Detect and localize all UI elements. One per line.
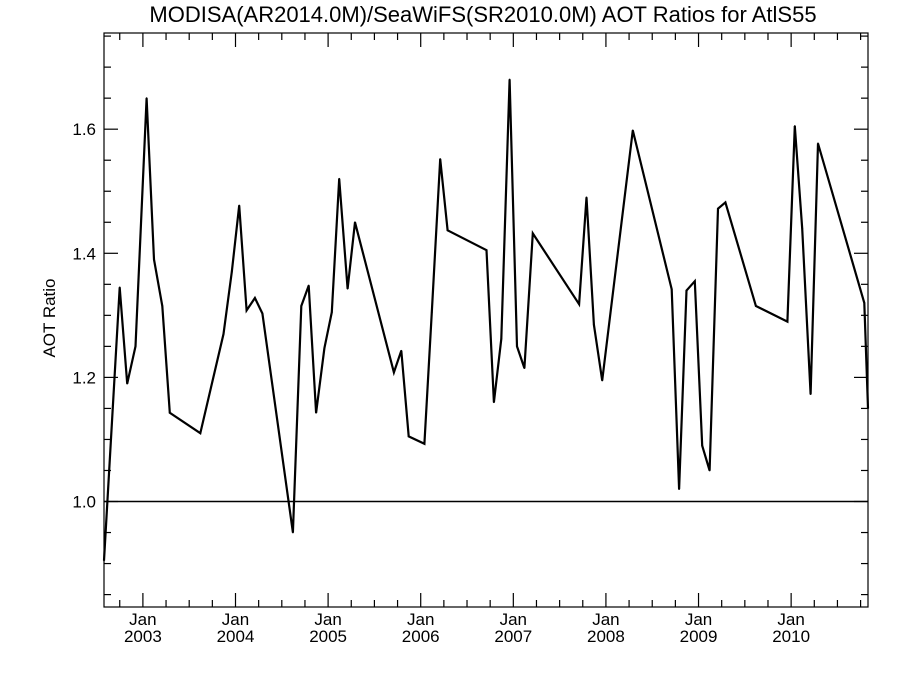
data-point [168,411,171,414]
data-point [354,221,356,224]
x-tick-year: 2006 [402,627,440,646]
y-tick-label: 1.0 [72,493,96,512]
data-point [407,435,410,438]
x-tick-year: 2003 [124,627,162,646]
data-point [523,367,526,369]
data-point [145,97,148,100]
data-point [315,411,317,414]
data-point [430,311,433,314]
data-point [685,289,688,292]
data-point [793,125,796,127]
data-point [724,201,727,204]
data-point [500,338,503,340]
data-point [601,379,604,382]
data-point [446,229,449,232]
data-point [717,207,719,210]
data-point [323,347,326,350]
x-tick-month: Jan [222,610,249,629]
data-point [261,312,264,315]
y-axis-label: AOT Ratio [40,278,59,357]
x-tick-year: 2010 [772,627,810,646]
data-point [693,280,696,283]
data-point [330,311,333,314]
y-tick-label: 1.6 [72,120,96,139]
x-tick-month: Jan [500,610,527,629]
x-tick-month: Jan [592,610,619,629]
data-point [230,271,233,273]
data-point [307,284,310,287]
data-point [153,258,155,261]
y-tick-label: 1.4 [72,244,96,263]
x-tick-month: Jan [777,610,804,629]
data-point [222,333,225,335]
data-point [254,297,256,299]
data-point [300,305,303,307]
x-tick-year: 2005 [309,627,347,646]
data-point [238,204,241,207]
data-point [292,531,294,534]
x-tick-month: Jan [314,610,341,629]
data-point [863,302,866,304]
data-point [531,232,534,235]
data-point [118,286,121,289]
data-point [592,323,595,326]
data-point [392,371,395,374]
data-point [338,177,341,180]
data-point [126,382,129,385]
data-point [701,444,704,447]
data-points [103,78,869,562]
y-axis-ticks: 1.0 1.2 1.4 1.6 [72,35,868,596]
data-point [245,309,248,312]
x-tick-month: Jan [129,610,156,629]
x-tick-year: 2004 [217,627,255,646]
data-point [439,158,442,160]
data-point [708,469,711,472]
data-point [485,249,488,252]
data-point [867,407,869,410]
data-point [423,442,426,445]
x-tick-year: 2008 [587,627,625,646]
data-point [346,287,349,290]
data-point [801,227,804,230]
data-point [809,393,812,396]
plot-frame [103,32,869,608]
data-point [678,488,680,490]
data-point [199,432,202,435]
data-point [508,78,511,81]
x-tick-month: Jan [407,610,434,629]
x-tick-month: Jan [685,610,712,629]
data-point [400,349,403,352]
data-point [161,305,164,307]
data-point [516,345,518,348]
y-tick-label: 1.2 [72,368,96,387]
data-point [755,305,757,307]
series-line-aot-ratio [102,79,870,561]
x-tick-year: 2009 [680,627,718,646]
data-point [631,129,634,132]
data-point [134,345,137,348]
x-axis-ticks: Jan2003Jan2004Jan2005Jan2006Jan2007Jan20… [119,33,862,646]
data-point [578,303,580,306]
data-point [786,320,789,323]
x-tick-year: 2007 [494,627,532,646]
data-point [492,401,495,404]
data-point [817,142,819,145]
chart-title: MODISA(AR2014.0M)/SeaWiFS(SR2010.0M) AOT… [149,2,816,27]
data-point [585,196,588,199]
data-point [103,559,105,562]
data-point [670,288,673,291]
